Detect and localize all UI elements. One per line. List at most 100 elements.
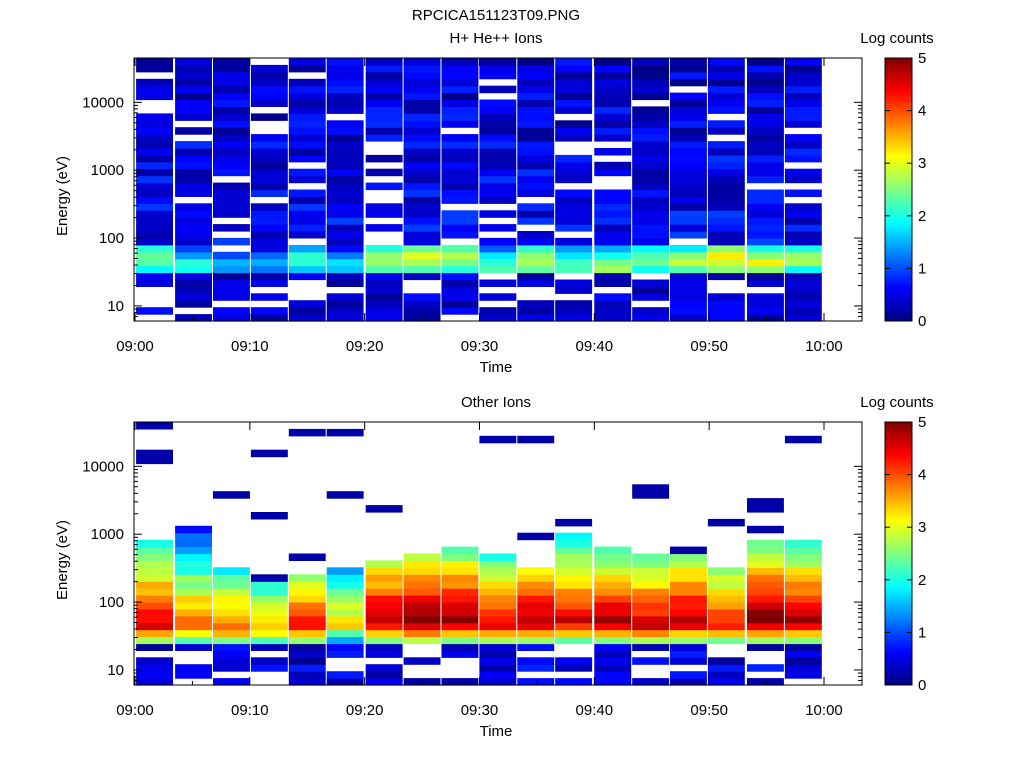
heatmap-cell (747, 141, 784, 149)
heatmap-cell (213, 657, 250, 665)
heatmap-cell (555, 78, 593, 87)
heatmap-cell (632, 286, 670, 294)
heatmap-cell (175, 643, 212, 651)
y-tick-label: 1000 (91, 162, 124, 179)
heatmap-cell (288, 231, 326, 239)
heatmap-cell (326, 120, 364, 128)
heatmap-cell (250, 203, 288, 211)
heatmap-cell (517, 92, 555, 101)
heatmap-cell (250, 141, 288, 149)
heatmap-cell (632, 293, 670, 301)
heatmap-cell (250, 189, 288, 197)
heatmap-cell (594, 224, 632, 232)
heatmap-cell (707, 168, 745, 177)
colorbar-tick-label: 3 (918, 519, 926, 536)
heatmap-cell (441, 113, 479, 121)
y-tick-label: 1000 (91, 526, 124, 543)
heatmap-cell (594, 168, 632, 177)
heatmap-cell (670, 265, 707, 274)
heatmap-cell (670, 161, 707, 170)
heatmap-cell (707, 244, 745, 253)
heatmap-cell (326, 272, 364, 281)
heatmap-cell (517, 678, 555, 686)
heatmap-cell (250, 85, 288, 94)
heatmap-cell (288, 196, 326, 204)
heatmap-cell (403, 224, 441, 232)
heatmap-cell (670, 671, 707, 679)
heatmap-cell (784, 435, 822, 444)
heatmap-cell (136, 148, 173, 156)
heatmap-cell (632, 601, 670, 610)
heatmap-cell (707, 224, 745, 232)
heatmap-cell (250, 664, 288, 672)
heatmap-cell (288, 258, 326, 267)
heatmap-cell (441, 71, 479, 80)
heatmap-cell (403, 307, 441, 315)
heatmap-cell (250, 154, 288, 163)
heatmap-cell (747, 574, 784, 582)
heatmap-cell (479, 154, 517, 163)
heatmap-cell (555, 553, 593, 561)
heatmap-cell (365, 650, 403, 658)
heatmap-cell (365, 595, 403, 603)
heatmap-cell (707, 272, 745, 281)
heatmap-cell (784, 58, 822, 66)
x-tick-label: 09:30 (461, 702, 499, 719)
heatmap-cell (747, 525, 784, 534)
heatmap-cell (707, 581, 745, 589)
heatmap-cell (594, 615, 632, 624)
heatmap-cell (326, 58, 364, 66)
heatmap-cell (326, 307, 364, 315)
heatmap-cell (707, 608, 745, 617)
heatmap-cell (326, 678, 364, 686)
heatmap-cell (747, 581, 784, 589)
heatmap-cell (594, 678, 632, 686)
heatmap-cell (136, 78, 173, 87)
heatmap-cell (670, 120, 707, 128)
heatmap-cell (784, 203, 822, 211)
colorbar-tick-label: 4 (918, 467, 926, 484)
heatmap-cell (555, 595, 593, 603)
heatmap-cell (784, 154, 822, 163)
y-tick-label: 10000 (82, 94, 124, 111)
heatmap-cell (517, 615, 555, 624)
heatmap-cell (250, 622, 288, 631)
heatmap-cell (784, 265, 822, 274)
x-tick-label: 09:30 (461, 338, 499, 355)
heatmap-cell (441, 567, 479, 575)
heatmap-cell (479, 595, 517, 603)
heatmap-cell (707, 231, 745, 239)
heatmap-cell (594, 560, 632, 568)
heatmap-cell (555, 58, 593, 66)
heatmap-cell (784, 120, 822, 128)
heatmap-cell (594, 553, 632, 561)
heatmap-cell (213, 307, 250, 315)
heatmap-cell (288, 224, 326, 232)
heatmap-cell (288, 650, 326, 658)
heatmap-cell (441, 85, 479, 94)
heatmap-cell (555, 518, 593, 527)
heatmap-cell (555, 189, 593, 197)
heatmap-cell (365, 99, 403, 107)
heatmap-cell (136, 456, 173, 465)
heatmap-cell (403, 622, 441, 631)
heatmap-cell (632, 237, 670, 246)
x-tick-label: 09:10 (231, 338, 269, 355)
heatmap-cell (747, 175, 784, 184)
y-tick-label: 10000 (82, 458, 124, 475)
heatmap-cell (213, 224, 250, 232)
heatmap-cell (517, 314, 555, 322)
heatmap-cell (403, 189, 441, 197)
heatmap-cell (632, 141, 670, 149)
heatmap-cell (213, 210, 250, 218)
heatmap-cell (213, 581, 250, 589)
heatmap-cell (213, 588, 250, 596)
colorbar-tick-label: 5 (918, 414, 926, 431)
heatmap-cell (326, 189, 364, 197)
heatmap-cell (670, 574, 707, 582)
heatmap-cell (747, 154, 784, 163)
heatmap-cell (288, 588, 326, 596)
heatmap-cell (365, 92, 403, 101)
heatmap-cell (441, 182, 479, 191)
heatmap-cell (441, 678, 479, 686)
